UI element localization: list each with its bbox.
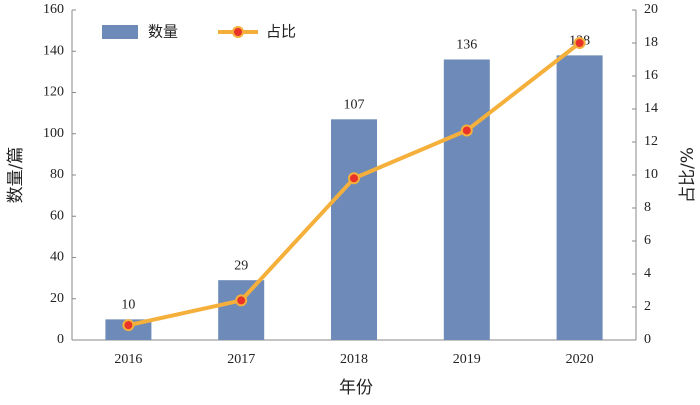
bar	[331, 119, 377, 340]
line-marker	[235, 294, 248, 307]
bar	[218, 280, 265, 340]
y-tick-label: 80	[50, 167, 64, 182]
y2-tick-label: 8	[644, 200, 651, 215]
y2-tick-label: 20	[644, 2, 658, 17]
bar	[443, 59, 490, 340]
y-tick-label: 140	[43, 43, 64, 58]
y2-tick-label: 14	[644, 101, 658, 116]
y-axis-label: 数量/篇	[6, 147, 26, 204]
data-label: 29	[234, 258, 248, 273]
y2-tick-label: 18	[644, 35, 658, 50]
y2-tick-label: 4	[644, 266, 651, 281]
x-tick-label: 2018	[340, 352, 368, 367]
data-label: 107	[344, 98, 365, 113]
y2-tick-label: 6	[644, 233, 651, 248]
y2-axis-label: 占比/%	[678, 147, 698, 203]
legend-marker	[232, 26, 244, 38]
line-marker	[348, 172, 360, 185]
y-tick-label: 60	[50, 208, 64, 223]
line-marker	[460, 124, 473, 137]
legend-label: 数量	[148, 23, 178, 41]
y-tick-label: 40	[50, 250, 64, 265]
y-tick-label: 160	[43, 2, 64, 17]
line-marker	[122, 319, 135, 332]
x-tick-label: 2016	[114, 352, 142, 367]
y-tick-label: 20	[50, 291, 64, 306]
y-tick-label: 120	[43, 85, 64, 100]
y2-tick-label: 12	[644, 134, 658, 149]
x-tick-label: 2019	[453, 352, 481, 367]
x-axis-label: 年份	[339, 378, 373, 398]
y2-tick-label: 10	[644, 167, 658, 182]
y-tick-label: 0	[57, 332, 64, 347]
y2-tick-label: 2	[644, 299, 651, 314]
legend-label: 占比	[266, 23, 296, 41]
data-label: 136	[456, 38, 477, 53]
x-tick-label: 2020	[566, 352, 594, 367]
y-tick-label: 100	[43, 126, 64, 141]
data-label: 10	[121, 298, 135, 313]
y2-tick-label: 0	[644, 332, 651, 347]
x-tick-label: 2017	[227, 352, 255, 367]
legend-swatch	[102, 25, 138, 39]
y2-tick-label: 16	[644, 68, 658, 83]
line-marker	[573, 37, 586, 49]
bar	[556, 55, 603, 340]
